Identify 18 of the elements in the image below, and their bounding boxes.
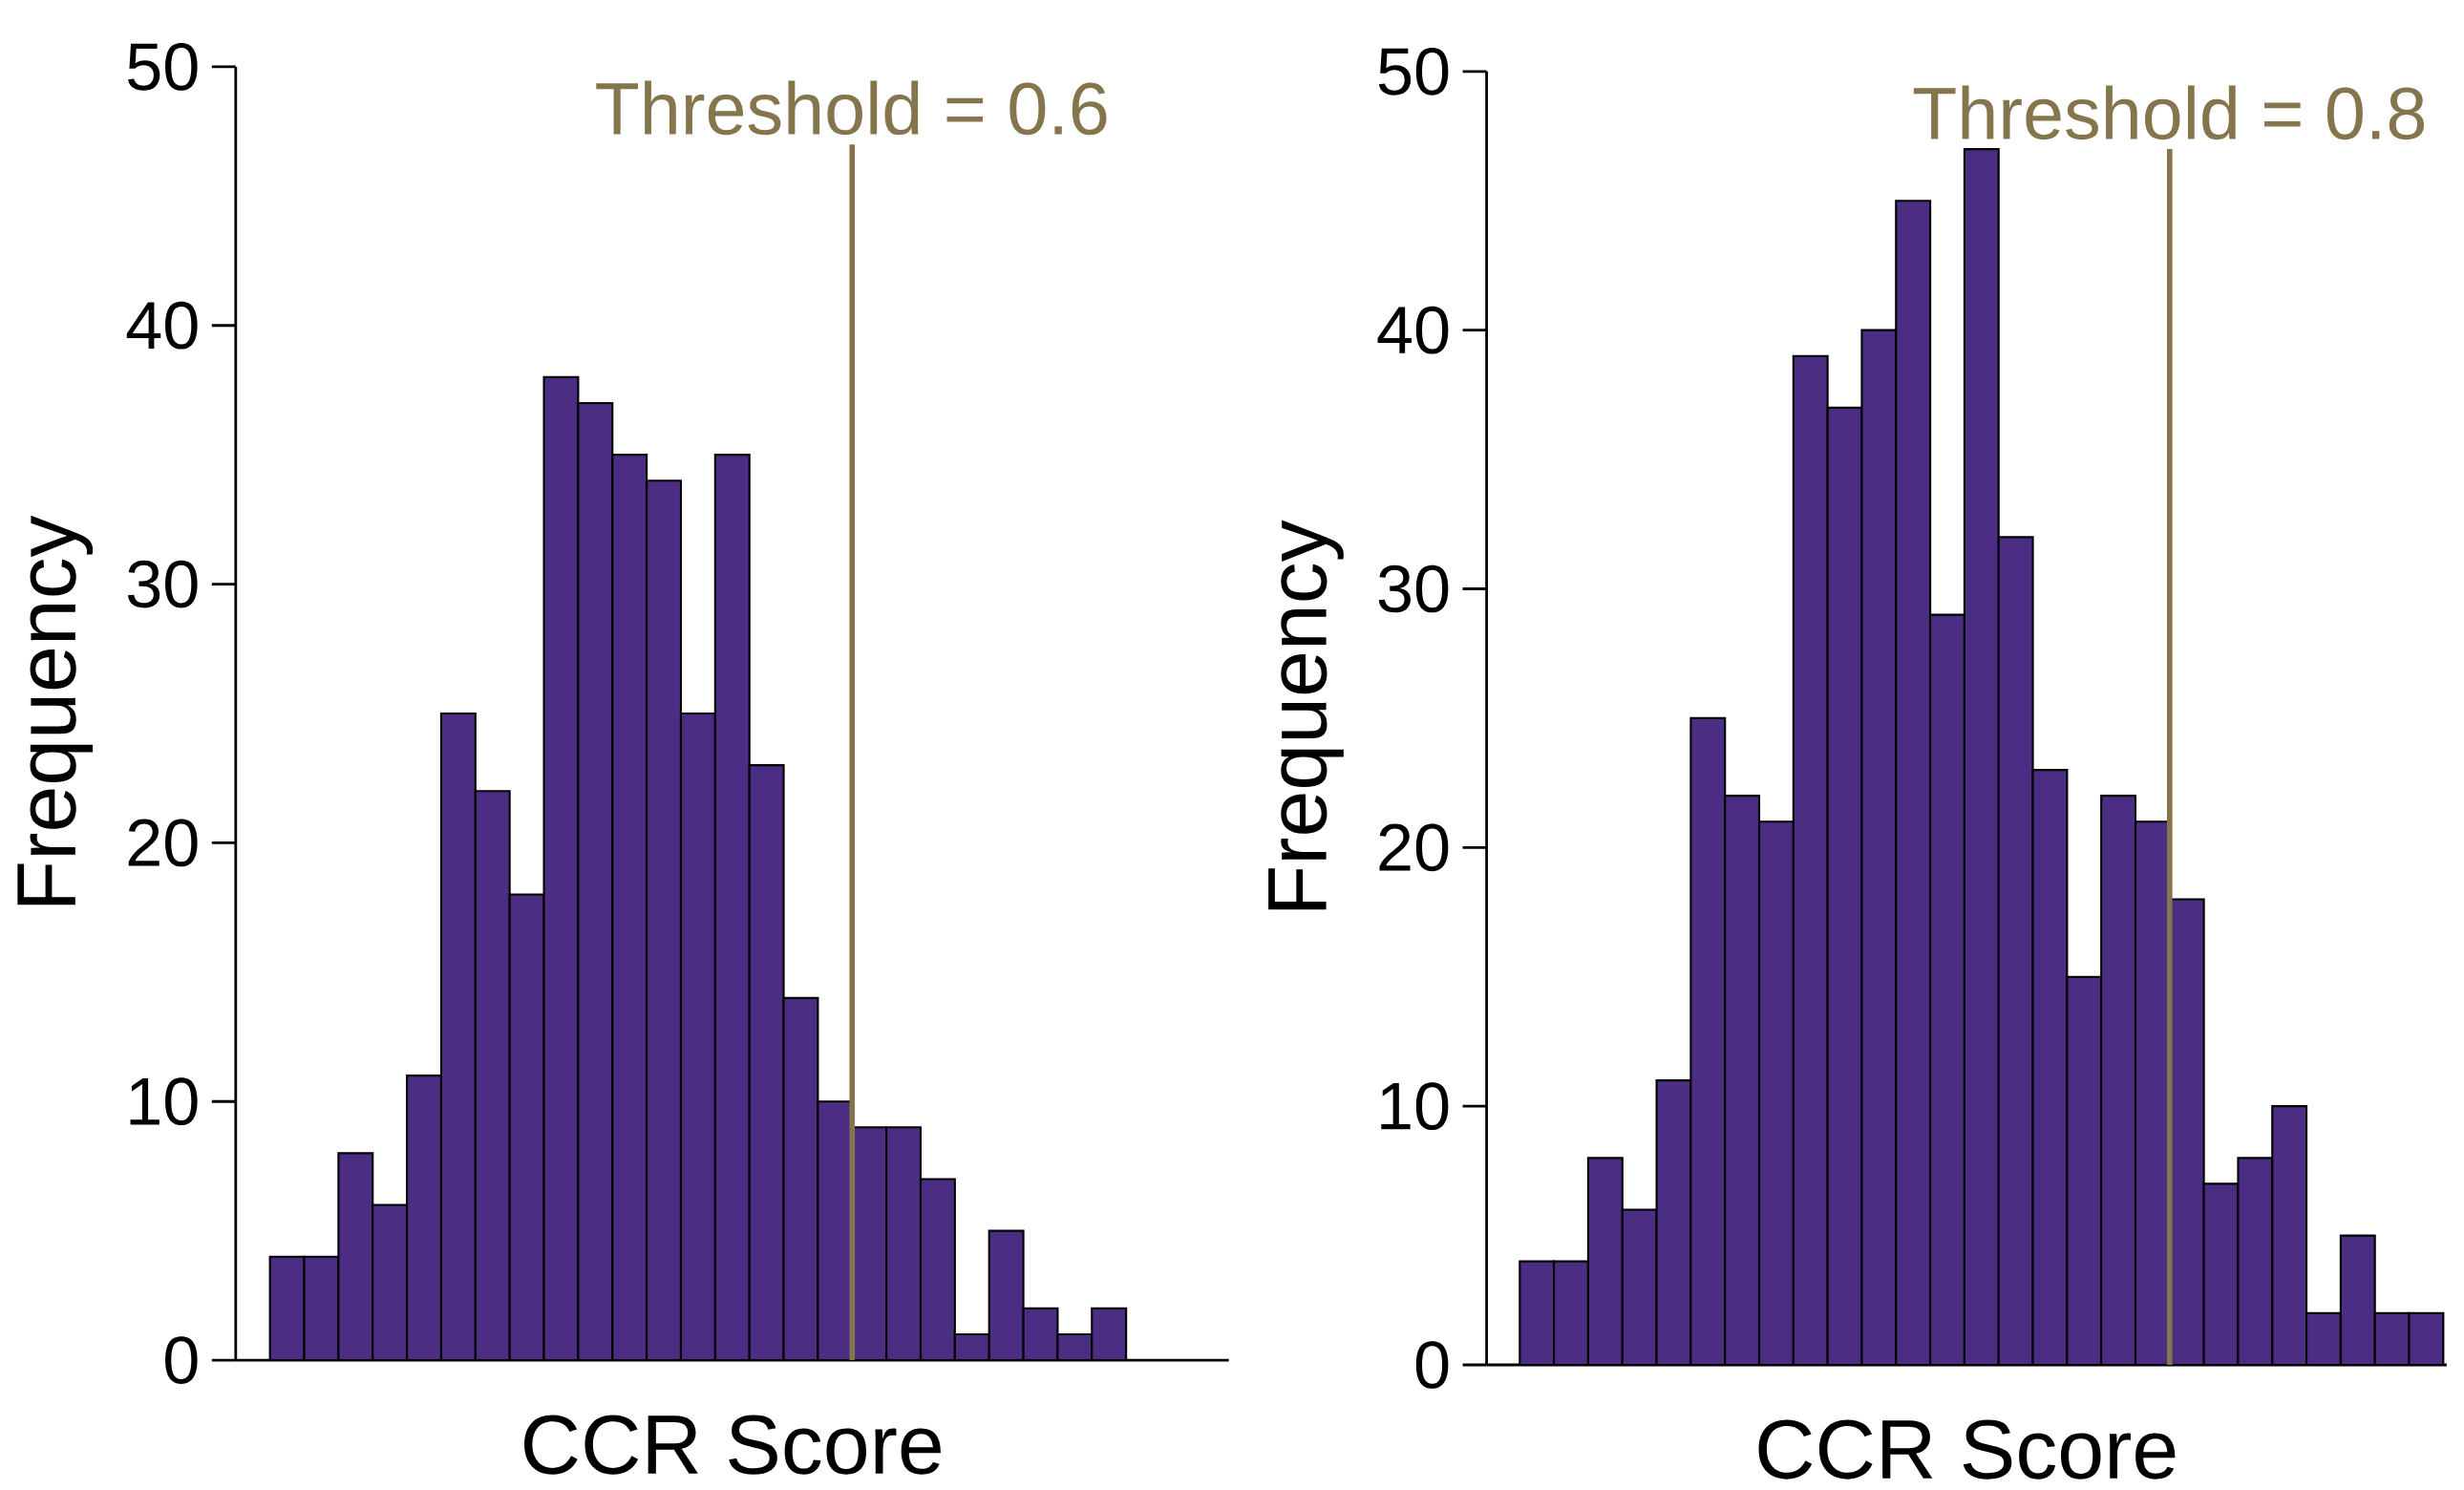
y-tick-label: 40 (1377, 306, 1449, 354)
y-tick-label: 40 (126, 301, 198, 350)
x-axis-title: CCR Score (1758, 1419, 2176, 1479)
y-tick-label: 30 (127, 560, 198, 608)
y-axis-title: Frequency (17, 515, 94, 905)
y-tick-label: 50 (1378, 47, 1449, 96)
y-tick-label: 0 (1415, 1340, 1449, 1389)
y-tick-label: 0 (165, 1336, 198, 1384)
annotation: Threshold = 0.6 (596, 80, 1107, 136)
y-tick-label: 10 (1381, 1082, 1449, 1130)
y-tick-label: 20 (1379, 823, 1449, 872)
y-axis-title: Frequency (1268, 520, 1344, 910)
y-tick-label: 20 (128, 819, 198, 867)
x-axis-title: CCR Score (524, 1415, 941, 1475)
y-tick-label: 50 (128, 42, 198, 91)
y-tick-label: 30 (1378, 564, 1449, 613)
annotation: Threshold = 0.8 (1913, 85, 2425, 140)
y-tick-label: 10 (130, 1077, 198, 1125)
